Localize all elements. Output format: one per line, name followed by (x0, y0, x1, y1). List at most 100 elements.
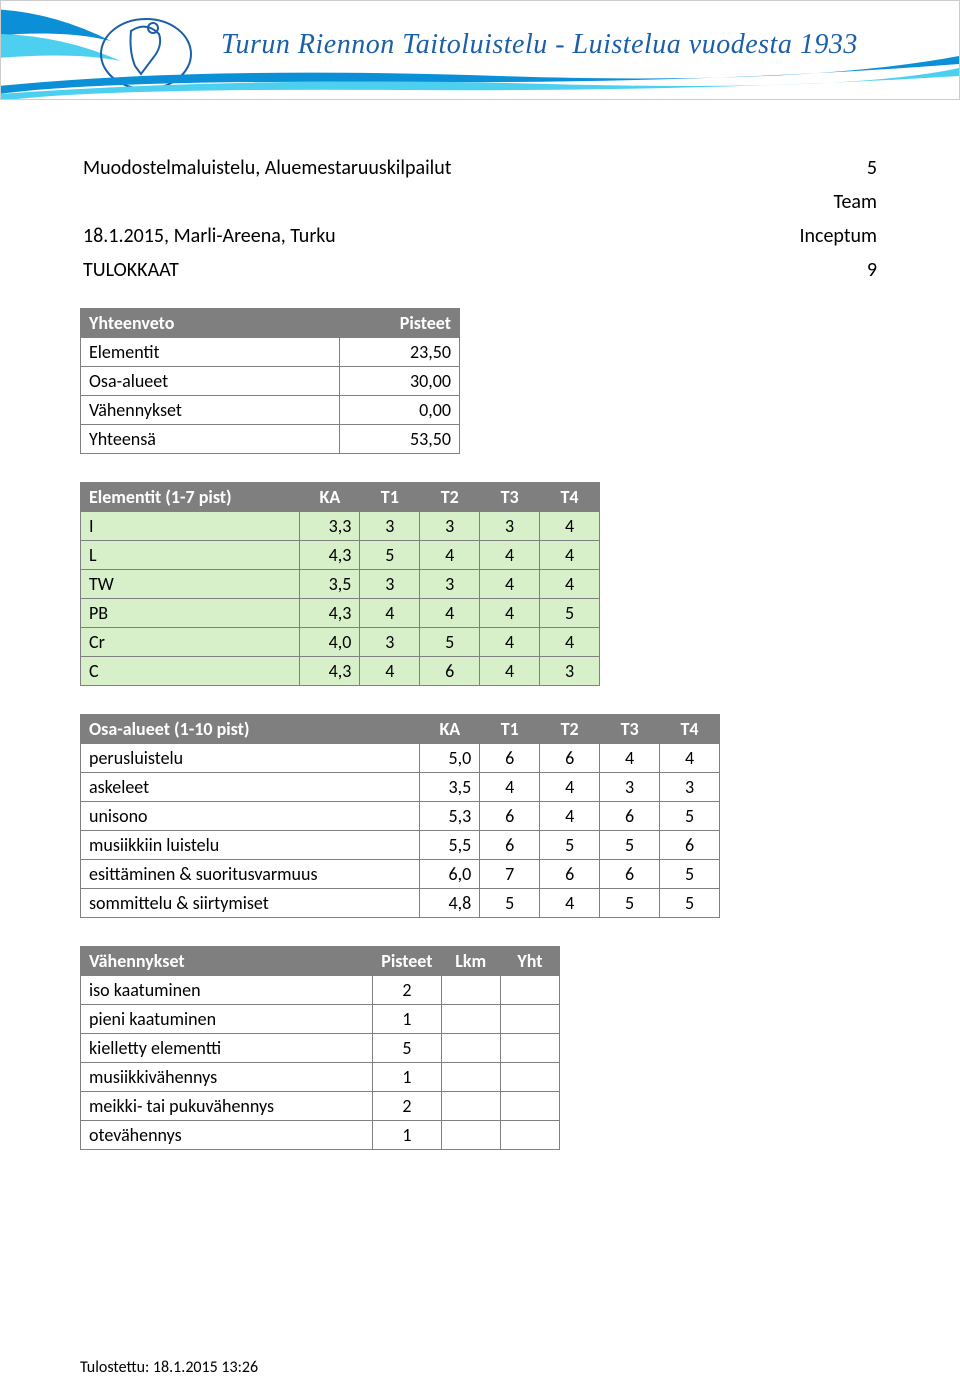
element-score: 3 (540, 657, 600, 686)
osa-ka: 5,0 (420, 744, 480, 773)
vah-lkm (441, 976, 500, 1005)
osa-score: 6 (480, 744, 540, 773)
elements-table: Elementit (1-7 pist)KAT1T2T3T4 I3,33334L… (80, 482, 600, 686)
vah-col: Lkm (441, 947, 500, 976)
osa-label: sommittelu & siirtymiset (81, 889, 420, 918)
summary-row-label: Osa-alueet (81, 367, 340, 396)
team-name: Inceptum (738, 220, 878, 252)
osa-score: 5 (660, 860, 720, 889)
rank: 5 (738, 152, 878, 184)
vah-pisteet: 5 (373, 1034, 441, 1063)
vah-label: kielletty elementti (81, 1034, 373, 1063)
osa-score: 5 (600, 889, 660, 918)
vah-lkm (441, 1063, 500, 1092)
vah-pisteet: 2 (373, 1092, 441, 1121)
element-label: I (81, 512, 300, 541)
swoosh-right-icon (0, 46, 959, 100)
date-venue: 18.1.2015, Marli-Areena, Turku (82, 220, 736, 252)
osa-ka: 4,8 (420, 889, 480, 918)
elements-col: T1 (360, 483, 420, 512)
category: TULOKKAAT (82, 254, 736, 286)
osa-score: 5 (480, 889, 540, 918)
osa-label: esittäminen & suoritusvarmuus (81, 860, 420, 889)
element-score: 3 (360, 628, 420, 657)
element-score: 3 (420, 570, 480, 599)
osa-score: 6 (600, 802, 660, 831)
osa-score: 5 (660, 802, 720, 831)
vah-yht (500, 1063, 559, 1092)
osa-score: 4 (540, 889, 600, 918)
summary-row-value: 23,50 (340, 338, 460, 367)
element-label: TW (81, 570, 300, 599)
vah-yht (500, 1034, 559, 1063)
osa-ka: 5,5 (420, 831, 480, 860)
osa-col: T3 (600, 715, 660, 744)
element-score: 6 (420, 657, 480, 686)
summary-row-value: 0,00 (340, 396, 460, 425)
element-ka: 4,0 (300, 628, 360, 657)
summary-row-label: Vähennykset (81, 396, 340, 425)
osa-label: perusluistelu (81, 744, 420, 773)
summary-table: Yhteenveto Pisteet Elementit23,50Osa-alu… (80, 308, 460, 454)
element-score: 4 (480, 570, 540, 599)
element-score: 4 (420, 599, 480, 628)
meta-block: Muodostelmaluistelu, Aluemestaruuskilpai… (80, 150, 880, 288)
osa-score: 4 (660, 744, 720, 773)
osa-score: 6 (600, 860, 660, 889)
team-label: Team (738, 186, 878, 218)
vah-label: musiikkivähennys (81, 1063, 373, 1092)
osa-table: Osa-alueet (1-10 pist)KAT1T2T3T4 peruslu… (80, 714, 720, 918)
element-score: 4 (540, 570, 600, 599)
vah-pisteet: 1 (373, 1005, 441, 1034)
osa-score: 5 (660, 889, 720, 918)
elements-col: T3 (480, 483, 540, 512)
osa-score: 5 (600, 831, 660, 860)
element-score: 3 (360, 512, 420, 541)
content-area: Muodostelmaluistelu, Aluemestaruuskilpai… (0, 100, 960, 1218)
osa-score: 4 (480, 773, 540, 802)
element-score: 4 (480, 628, 540, 657)
summary-header: Yhteenveto (81, 309, 340, 338)
osa-ka: 5,3 (420, 802, 480, 831)
vah-col: Yht (500, 947, 559, 976)
osa-col: T1 (480, 715, 540, 744)
element-score: 4 (540, 541, 600, 570)
vah-pisteet: 2 (373, 976, 441, 1005)
element-score: 4 (360, 657, 420, 686)
footer-printed: Tulostettu: 18.1.2015 13:26 (0, 1358, 960, 1377)
summary-row-label: Elementit (81, 338, 340, 367)
osa-label: musiikkiin luistelu (81, 831, 420, 860)
vah-pisteet: 1 (373, 1121, 441, 1150)
elements-header: Elementit (1-7 pist) (81, 483, 300, 512)
osa-header: Osa-alueet (1-10 pist) (81, 715, 420, 744)
element-ka: 3,3 (300, 512, 360, 541)
element-score: 5 (360, 541, 420, 570)
osa-col: T4 (660, 715, 720, 744)
element-score: 4 (480, 657, 540, 686)
osa-score: 4 (540, 773, 600, 802)
element-label: Cr (81, 628, 300, 657)
element-ka: 4,3 (300, 599, 360, 628)
vah-lkm (441, 1092, 500, 1121)
osa-score: 6 (540, 860, 600, 889)
osa-ka: 3,5 (420, 773, 480, 802)
osa-col: KA (420, 715, 480, 744)
vah-lkm (441, 1005, 500, 1034)
osa-score: 3 (660, 773, 720, 802)
vah-lkm (441, 1121, 500, 1150)
elements-col: KA (300, 483, 360, 512)
osa-label: askeleet (81, 773, 420, 802)
element-label: L (81, 541, 300, 570)
element-score: 3 (420, 512, 480, 541)
elements-col: T2 (420, 483, 480, 512)
vah-yht (500, 976, 559, 1005)
osa-score: 6 (660, 831, 720, 860)
osa-score: 4 (540, 802, 600, 831)
osa-score: 7 (480, 860, 540, 889)
osa-score: 3 (600, 773, 660, 802)
vah-label: otevähennys (81, 1121, 373, 1150)
osa-score: 4 (600, 744, 660, 773)
element-score: 4 (480, 541, 540, 570)
header-banner: Turun Riennon Taitoluistelu - Luistelua … (0, 0, 960, 100)
element-label: PB (81, 599, 300, 628)
